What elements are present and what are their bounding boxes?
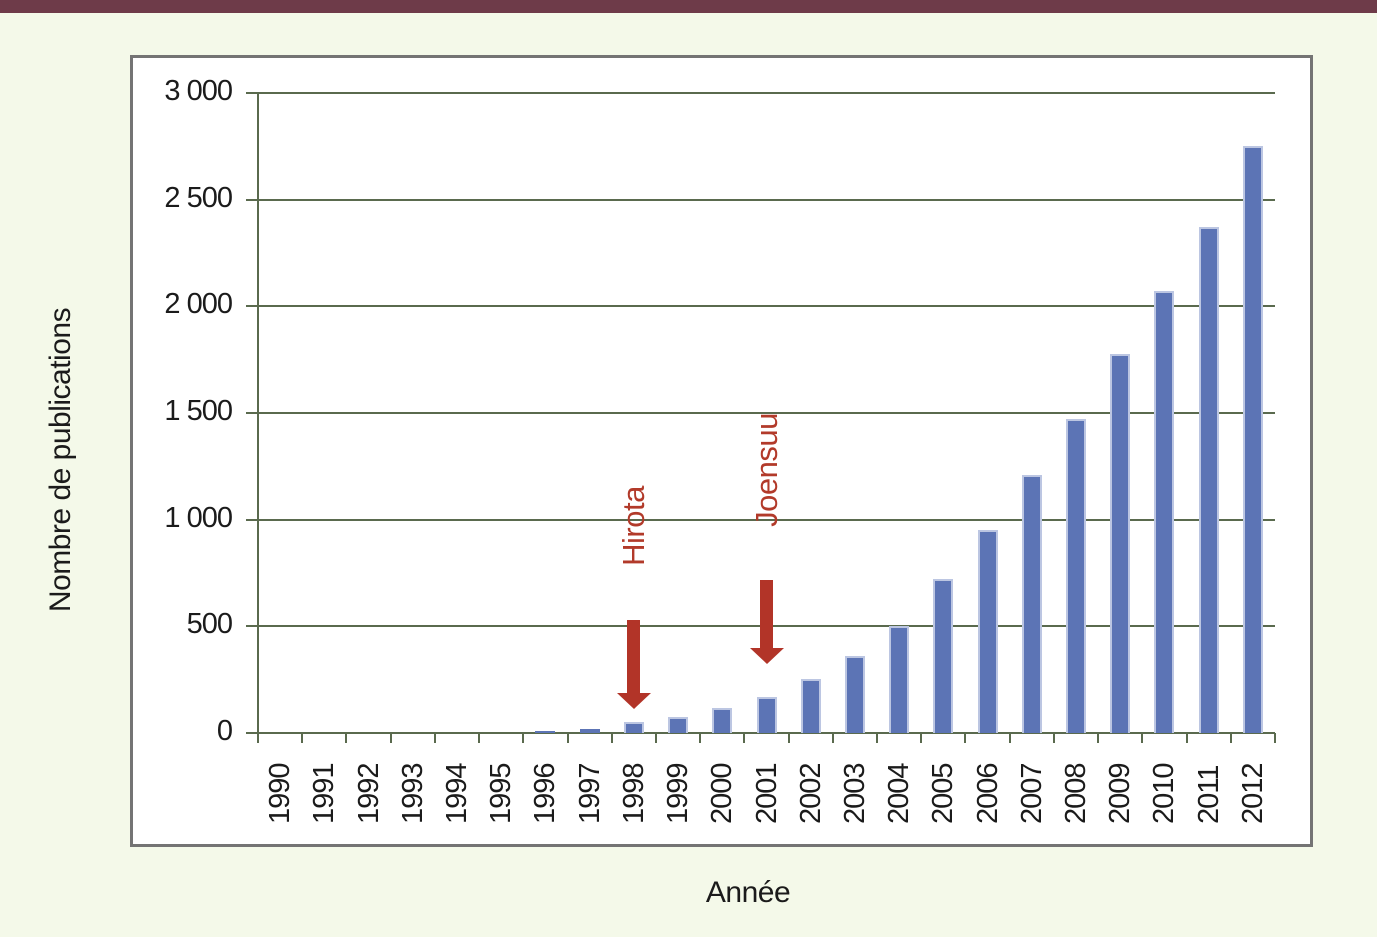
x-tick-label-1998: 1998 bbox=[618, 763, 650, 824]
annotation-arrow-head-joensuu bbox=[750, 648, 784, 664]
x-axis-tick bbox=[1141, 733, 1143, 743]
bar-1996 bbox=[535, 731, 555, 733]
y-axis-title: Nombre de publications bbox=[44, 307, 77, 613]
y-tick-label-2000: 2 000 bbox=[164, 288, 233, 320]
bar-2011 bbox=[1199, 227, 1219, 733]
x-axis-tick bbox=[964, 733, 966, 743]
bar-2009 bbox=[1110, 354, 1130, 733]
x-axis-tick bbox=[1009, 733, 1011, 743]
x-tick-label-2009: 2009 bbox=[1104, 763, 1136, 824]
x-axis-tick bbox=[1186, 733, 1188, 743]
annotation-arrow-head-hirota bbox=[617, 693, 651, 709]
x-tick-label-1997: 1997 bbox=[574, 763, 606, 824]
bar-1999 bbox=[668, 717, 688, 733]
bar-2005 bbox=[933, 579, 953, 733]
x-axis-tick bbox=[478, 733, 480, 743]
annotation-label-hirota: Hirota bbox=[616, 486, 651, 566]
x-tick-label-2008: 2008 bbox=[1060, 763, 1092, 824]
bar-2002 bbox=[801, 679, 821, 733]
x-axis-tick bbox=[699, 733, 701, 743]
y-axis-line bbox=[257, 92, 259, 743]
x-axis-tick bbox=[1053, 733, 1055, 743]
annotation-label-joensuu: Joensuu bbox=[749, 413, 784, 527]
x-tick-label-2000: 2000 bbox=[706, 763, 738, 824]
y-tick-label-2500: 2 500 bbox=[164, 182, 233, 214]
bar-2010 bbox=[1154, 291, 1174, 733]
bar-2012 bbox=[1243, 146, 1263, 733]
bar-2001 bbox=[757, 697, 777, 733]
bar-1997 bbox=[580, 729, 600, 733]
x-axis-tick bbox=[1274, 733, 1276, 743]
x-tick-label-1994: 1994 bbox=[441, 763, 473, 824]
gridline-1000 bbox=[246, 519, 1275, 521]
gridline-3000 bbox=[246, 92, 1275, 94]
x-axis-tick bbox=[832, 733, 834, 743]
x-axis-tick bbox=[788, 733, 790, 743]
annotation-arrow-shaft-joensuu bbox=[760, 580, 773, 648]
y-tick-label-0: 0 bbox=[216, 715, 233, 747]
y-tick-label-1000: 1 000 bbox=[164, 502, 233, 534]
annotation-arrow-shaft-hirota bbox=[627, 620, 640, 693]
gridline-2000 bbox=[246, 305, 1275, 307]
x-tick-label-2012: 2012 bbox=[1237, 763, 1269, 824]
x-axis-tick bbox=[434, 733, 436, 743]
x-axis-tick bbox=[1097, 733, 1099, 743]
x-tick-label-2011: 2011 bbox=[1193, 765, 1225, 824]
x-axis-tick bbox=[611, 733, 613, 743]
x-axis-tick bbox=[257, 733, 259, 743]
x-tick-label-2001: 2001 bbox=[751, 763, 783, 824]
bar-1998 bbox=[624, 722, 644, 733]
bar-2000 bbox=[712, 708, 732, 733]
gridline-0 bbox=[246, 732, 1275, 734]
x-axis-title: Année bbox=[705, 876, 791, 909]
x-tick-label-2010: 2010 bbox=[1148, 763, 1180, 824]
bar-2007 bbox=[1022, 475, 1042, 733]
x-tick-label-1992: 1992 bbox=[353, 763, 385, 824]
x-tick-label-1993: 1993 bbox=[397, 763, 429, 824]
x-axis-tick bbox=[920, 733, 922, 743]
x-tick-label-2005: 2005 bbox=[927, 763, 959, 824]
bar-2008 bbox=[1066, 419, 1086, 733]
gridline-1500 bbox=[246, 412, 1275, 414]
x-tick-label-2006: 2006 bbox=[972, 763, 1004, 824]
x-tick-label-1990: 1990 bbox=[264, 763, 296, 824]
x-axis-tick bbox=[522, 733, 524, 743]
x-axis-tick bbox=[301, 733, 303, 743]
x-tick-label-1996: 1996 bbox=[529, 763, 561, 824]
x-tick-label-2003: 2003 bbox=[839, 763, 871, 824]
x-tick-label-2002: 2002 bbox=[795, 763, 827, 824]
x-tick-label-2004: 2004 bbox=[883, 763, 915, 824]
gridline-2500 bbox=[246, 199, 1275, 201]
x-tick-label-1991: 1991 bbox=[308, 763, 340, 824]
y-tick-label-500: 500 bbox=[186, 608, 233, 640]
x-tick-label-1995: 1995 bbox=[485, 763, 517, 824]
x-axis-tick bbox=[876, 733, 878, 743]
y-tick-label-1500: 1 500 bbox=[164, 395, 233, 427]
bar-2006 bbox=[978, 530, 998, 733]
x-axis-tick bbox=[567, 733, 569, 743]
x-axis-tick bbox=[655, 733, 657, 743]
x-tick-label-1999: 1999 bbox=[662, 763, 694, 824]
x-axis-tick bbox=[390, 733, 392, 743]
bar-2003 bbox=[845, 656, 865, 733]
x-tick-label-2007: 2007 bbox=[1016, 763, 1048, 824]
top-accent-bar bbox=[0, 0, 1377, 13]
x-axis-tick bbox=[345, 733, 347, 743]
x-axis-tick bbox=[743, 733, 745, 743]
x-axis-tick bbox=[1230, 733, 1232, 743]
y-tick-label-3000: 3 000 bbox=[164, 75, 233, 107]
bar-2004 bbox=[889, 626, 909, 733]
